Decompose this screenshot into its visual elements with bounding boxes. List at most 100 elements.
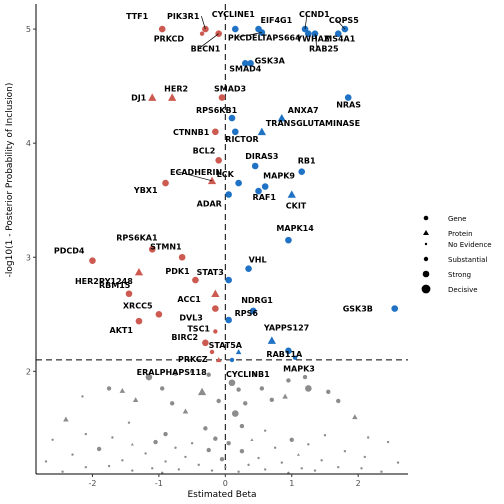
non-significant-point: [273, 446, 277, 449]
point-label: PRKCZ: [178, 355, 208, 364]
non-significant-point: [71, 453, 74, 456]
non-significant-point: [169, 401, 175, 406]
point-label: RPS6KB1: [196, 106, 238, 115]
non-significant-point: [130, 442, 134, 446]
significant-point: [199, 31, 205, 36]
legend-size-label: No Evidence: [448, 241, 492, 249]
non-significant-point: [190, 441, 194, 445]
non-significant-point: [182, 408, 189, 414]
significant-point: [251, 162, 259, 170]
non-significant-point: [107, 464, 111, 468]
non-significant-point: [300, 467, 303, 470]
point-label: RAB25: [309, 45, 339, 54]
significant-point: [305, 30, 312, 37]
significant-point: [125, 290, 133, 298]
non-significant-point: [307, 443, 310, 446]
significant-point: [285, 347, 292, 355]
non-significant-point: [151, 467, 154, 470]
non-significant-point: [296, 453, 300, 456]
point-label: CTNNB1: [173, 128, 210, 137]
legend-triangle-icon: [423, 230, 429, 235]
point-label: CYCLINE1: [212, 10, 255, 19]
significant-point: [344, 94, 352, 101]
point-label: AKT1: [110, 326, 134, 335]
reference-lines: [36, 4, 408, 474]
significant-point: [249, 307, 257, 315]
label-connector: [198, 33, 219, 49]
point-label: STAT5A: [209, 341, 243, 350]
legend-size-icon: [423, 256, 429, 262]
point-label: MAPK9: [263, 172, 295, 181]
non-significant-point: [132, 397, 139, 403]
point-label: STAT3: [197, 268, 224, 277]
non-significant-point: [51, 438, 54, 441]
significant-point: [298, 168, 306, 175]
significant-point: [225, 191, 232, 198]
significant-point: [148, 245, 156, 253]
significant-point: [229, 357, 235, 363]
non-significant-point: [360, 467, 363, 470]
non-significant-point: [305, 385, 312, 392]
label-connector: [314, 33, 318, 49]
non-significant-point: [243, 401, 248, 406]
non-significant-point: [153, 439, 158, 445]
point-label: PDCD4: [54, 247, 85, 256]
point-label: TSC1: [187, 324, 210, 333]
point-label: TTF1: [126, 12, 149, 21]
non-significant-point: [259, 386, 265, 391]
non-significant-point: [380, 470, 383, 473]
non-significant-point: [228, 379, 236, 387]
non-significant-point: [237, 470, 240, 473]
point-label: ERALPHAPS118: [137, 368, 207, 377]
significant-point: [292, 355, 298, 360]
significant-point: [235, 179, 242, 187]
non-significant-point: [84, 465, 88, 469]
non-significant-point: [213, 436, 218, 441]
point-label: MAPK14: [276, 224, 314, 233]
non-significant-point: [197, 387, 207, 396]
non-significant-point: [189, 369, 195, 374]
significant-point: [158, 25, 166, 33]
point-label: LCK: [217, 170, 235, 179]
point-label: CCND1: [299, 10, 330, 19]
point-label: NDRG1: [241, 296, 273, 305]
point-label: YAPPS127: [263, 324, 309, 333]
y-tick-label: 5: [26, 25, 31, 34]
non-significant-point: [174, 446, 177, 449]
non-significant-point: [63, 416, 69, 422]
non-significant-point: [302, 374, 308, 380]
non-significant-point: [119, 387, 126, 393]
non-significant-point: [239, 448, 245, 454]
significant-point: [212, 128, 219, 136]
non-significant-point: [61, 470, 64, 473]
point-label: BECN1: [191, 45, 221, 54]
y-axis-title: -log10(1 - Posterior Probability of Incl…: [5, 83, 15, 278]
non-significant-point: [161, 471, 164, 475]
significant-point: [207, 176, 217, 185]
point-label: ECADHERIN: [170, 168, 222, 177]
non-significant-point: [173, 371, 178, 376]
non-significant-point: [280, 461, 283, 464]
non-significant-point: [269, 397, 275, 403]
legend-shape-label: Gene: [448, 215, 466, 223]
point-label: GSK3A: [255, 56, 286, 65]
significant-point: [258, 29, 266, 36]
x-axis-title: Estimated Beta: [187, 490, 256, 500]
non-significant-point: [145, 373, 153, 381]
significant-point: [257, 127, 266, 136]
legend-size-label: Decisive: [448, 286, 478, 294]
non-significant-point: [226, 440, 231, 446]
point-label: STMN1: [150, 242, 182, 251]
non-significant-point: [286, 378, 291, 383]
point-label: YWHAZ: [295, 35, 330, 44]
significant-point: [235, 349, 242, 355]
point-label: COPS5: [329, 16, 359, 25]
non-significant-point: [236, 387, 241, 392]
x-tick-label: 0: [223, 479, 228, 488]
significant-point: [334, 30, 342, 37]
point-label: GSK3B: [343, 305, 373, 314]
significant-point: [287, 190, 296, 198]
significant-point: [261, 183, 269, 190]
non-significant-point: [253, 372, 258, 377]
